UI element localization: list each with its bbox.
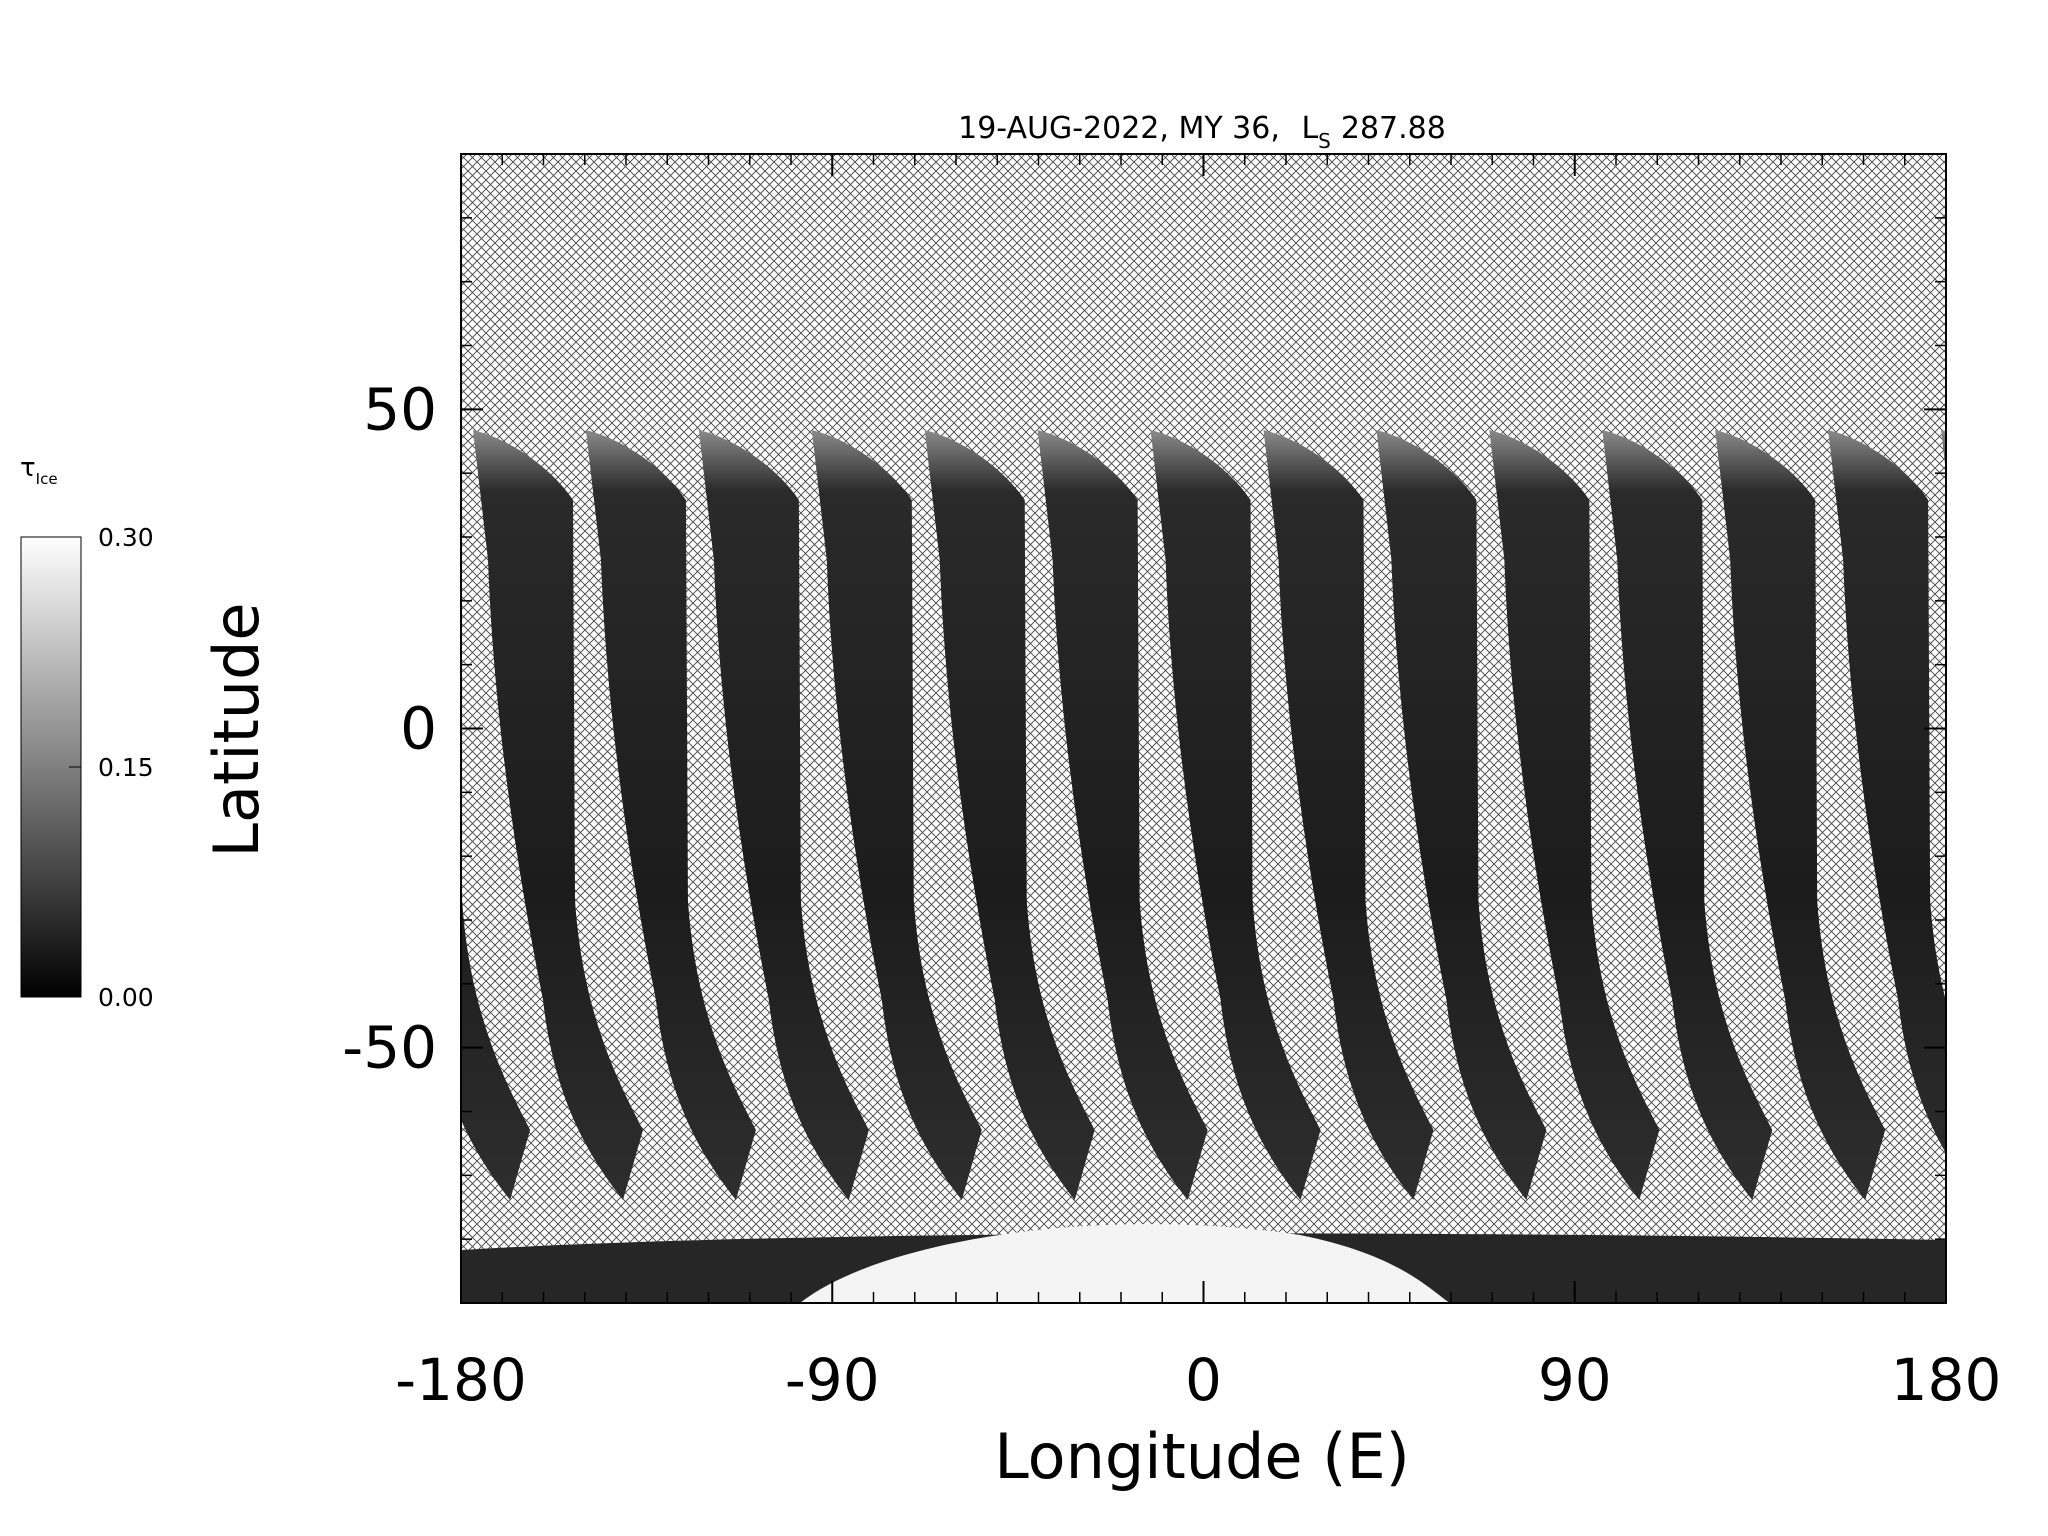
colorbar-tick-label: 0.00 xyxy=(98,983,154,1012)
swath xyxy=(1037,430,1208,1200)
x-tick-label: -90 xyxy=(785,1346,880,1414)
x-tick-label: -180 xyxy=(395,1346,527,1414)
y-axis-title: Latitude xyxy=(200,602,273,857)
x-tick-label: 90 xyxy=(1538,1346,1612,1414)
colorbar-symbol: τ xyxy=(20,453,36,483)
colorbar-tick-label: 0.15 xyxy=(98,753,154,782)
swath-imagery xyxy=(461,430,1946,1303)
chart-title: 19-AUG-2022, MY 36, LS 287.88 xyxy=(958,111,1446,153)
swath xyxy=(1489,430,1660,1200)
y-tick-label: 0 xyxy=(400,695,437,763)
swath xyxy=(924,430,1095,1200)
swath xyxy=(811,430,982,1200)
swath xyxy=(1715,430,1886,1200)
polar-cap xyxy=(800,1224,1450,1303)
y-tick-label: 50 xyxy=(363,375,437,443)
y-tick-label: -50 xyxy=(342,1014,437,1082)
title-ls-sub: S xyxy=(1318,129,1331,153)
x-tick-label: 0 xyxy=(1185,1346,1222,1414)
title-date: 19-AUG-2022, MY 36, xyxy=(958,111,1280,146)
swath xyxy=(698,430,869,1200)
swath xyxy=(461,685,531,1200)
x-tick-label: 180 xyxy=(1891,1346,2002,1414)
swath xyxy=(1828,430,1946,1154)
title-ls: L xyxy=(1301,111,1318,146)
colorbar-tick-label: 0.30 xyxy=(98,523,154,552)
swath xyxy=(1376,430,1547,1200)
swath xyxy=(1602,430,1773,1200)
swath xyxy=(473,430,643,1200)
x-axis-title: Longitude (E) xyxy=(994,1420,1410,1493)
swath xyxy=(1150,430,1321,1200)
title-ls-value: 287.88 xyxy=(1341,111,1446,146)
swath xyxy=(1263,430,1434,1200)
swath xyxy=(585,430,756,1200)
swath xyxy=(1941,430,1946,473)
colorbar-subscript: Ice xyxy=(36,470,58,488)
colorbar-title: τIce xyxy=(20,453,58,488)
